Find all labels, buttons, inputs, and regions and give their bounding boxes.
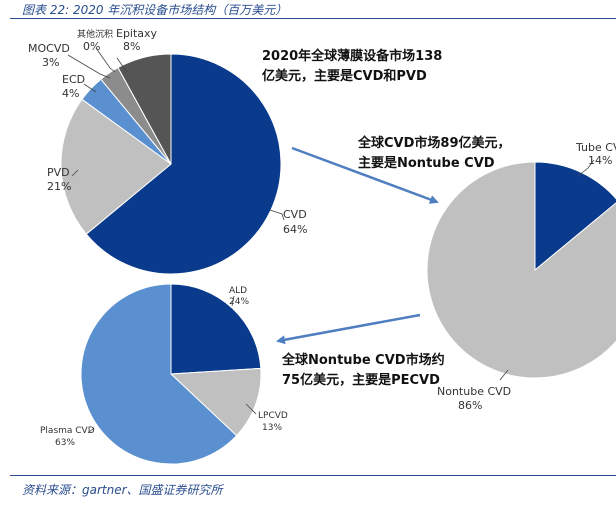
slice-label-other-value: 0% (83, 40, 100, 53)
leader-tube-cvd (577, 159, 595, 177)
slice-label-lpcvd-name: LPCVD (258, 411, 288, 421)
pie-slice-ald (170, 283, 262, 375)
leader-plasma-cvd (87, 427, 95, 434)
slice-label-epitaxy-value: 8% (123, 40, 140, 53)
pie-slice-epitaxy (117, 53, 172, 165)
figure-title: 图表 22: 2020 年沉积设备市场结构（百万美元） (22, 3, 288, 17)
slice-label-ecd-value: 4% (62, 87, 79, 100)
leader-ald (231, 295, 235, 307)
slice-label-tube-cvd-name: Tube CVD (575, 141, 616, 154)
pie-slice-pvd (60, 98, 172, 235)
pie-slice-lpcvd (169, 367, 262, 437)
slice-label-other-name: 其他沉积 (77, 28, 113, 40)
slice-label-epitaxy-name: Epitaxy (116, 27, 158, 40)
arrow-to-nontube-market (276, 313, 421, 345)
leader-lines (67, 47, 595, 434)
pie-thin-film-equipment (60, 53, 282, 275)
pie-slice-plasma-cvd (80, 283, 238, 465)
arrow-to-cvd-market (291, 146, 439, 204)
pie-cvd-market (426, 161, 616, 379)
pie-slice-cvd (85, 53, 282, 275)
leader-lpcvd (245, 403, 257, 415)
slice-label-nontube-cvd-value: 86% (458, 399, 482, 412)
pie-slice-nontube-cvd (426, 161, 616, 379)
slice-label-cvd-name: CVD (283, 208, 307, 221)
leader-nontube-cvd (499, 369, 509, 381)
slice-label-ald-name: ALD (229, 286, 247, 296)
slice-label-ald-value: 24% (229, 297, 249, 307)
pie-nontube-cvd-market (80, 283, 262, 465)
slice-label-lpcvd-value: 13% (262, 423, 282, 433)
note-pie3-line1: 全球Nontube CVD市场约 (281, 352, 445, 368)
note-pie1-line1: 2020年全球薄膜设备市场138 (262, 48, 442, 64)
source-note: 资料来源：gartner、国盛证券研究所 (22, 483, 223, 497)
slice-label-plasma-cvd-value: 63% (55, 438, 75, 448)
slice-label-mocvd-value: 3% (42, 56, 59, 69)
leader-pvd (71, 169, 79, 177)
slice-label-ecd-name: ECD (62, 73, 85, 86)
bottom-rule (10, 475, 616, 476)
slice-label-nontube-cvd-name: Nontube CVD (437, 385, 511, 398)
note-pie1-line2: 亿美元，主要是CVD和PVD (262, 68, 427, 84)
leader-mocvd (67, 54, 111, 79)
pie-slice-tube-cvd (534, 161, 616, 272)
leader-ecd (83, 83, 97, 93)
top-rule (10, 18, 616, 19)
note-pie2-line2: 主要是Nontube CVD (358, 155, 495, 171)
leader-epitaxy (116, 57, 128, 73)
leader-other (95, 47, 116, 73)
note-pie3-line2: 75亿美元，主要是PECVD (282, 372, 440, 388)
slice-label-tube-cvd-value: 14% (588, 154, 612, 167)
note-pie2-line1: 全球CVD市场89亿美元， (357, 135, 510, 151)
leader-cvd (269, 209, 285, 221)
slice-label-mocvd-name: MOCVD (28, 42, 70, 55)
slice-label-cvd-value: 64% (283, 223, 307, 236)
slice-label-pvd-value: 21% (47, 180, 71, 193)
slice-label-plasma-cvd-name: Plasma CVD (40, 426, 95, 436)
slice-label-pvd-name: PVD (47, 166, 70, 179)
